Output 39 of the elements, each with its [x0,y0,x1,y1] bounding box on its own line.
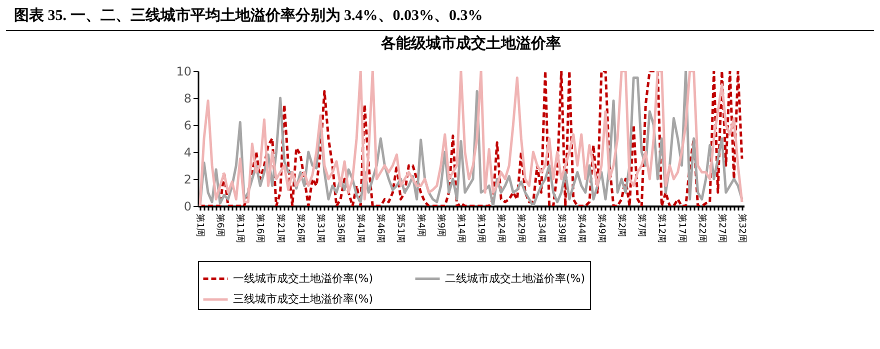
x-tick-label: 第24周 [496,214,507,243]
x-tick-label: 第19周 [476,214,487,243]
x-tick-label: 第29周 [516,214,527,243]
chart-title: 图表 35. 一、二、三线城市平均土地溢价率分别为 3.4%、0.03%、0.3% [6,0,874,31]
x-tick-label: 第32周 [736,214,748,243]
legend-label: 三线城市成交土地溢价率(%) [233,292,374,306]
x-tick-label: 第49周 [596,214,607,243]
x-tick-label: 第26周 [294,214,306,243]
x-tick-label: 第17周 [676,214,688,243]
legend-label: 一线城市成交土地溢价率(%) [233,272,374,285]
x-tick-label: 第21周 [274,214,286,243]
x-tick-label: 第34周 [536,214,547,243]
x-tick-label: 第12周 [656,214,668,243]
x-tick-label: 第41周 [355,214,366,243]
y-tick-label: 2 [184,172,192,186]
x-tick-label: 第9周 [435,214,446,238]
y-tick-label: 10 [176,64,192,78]
y-tick-label: 6 [184,118,192,132]
x-tick-label: 第44周 [576,214,587,243]
x-tick-label: 第51周 [395,214,406,243]
x-tick-label: 第31周 [314,214,326,243]
y-tick-label: 4 [184,146,192,160]
x-tick-label: 第2周 [616,214,628,238]
y-tick-label: 0 [184,200,192,214]
x-tick-label: 第27周 [716,214,728,243]
x-tick-label: 第7周 [636,214,648,238]
x-tick-label: 第39周 [556,214,567,243]
x-tick-label: 第16周 [254,214,266,243]
x-tick-label: 第36周 [335,214,346,243]
y-tick-label: 8 [184,92,192,106]
x-tick-label: 第6周 [214,214,226,238]
x-tick-label: 第1周 [194,214,206,238]
x-tick-label: 第14周 [455,214,466,243]
chart-subtitle: 各能级城市成交土地溢价率 [380,34,561,52]
x-tick-label: 第11周 [234,214,246,243]
legend-label: 二线城市成交土地溢价率(%) [445,272,586,285]
x-tick-label: 第4周 [415,214,426,238]
x-tick-label: 第22周 [696,214,708,243]
x-tick-label: 第46周 [375,214,386,243]
